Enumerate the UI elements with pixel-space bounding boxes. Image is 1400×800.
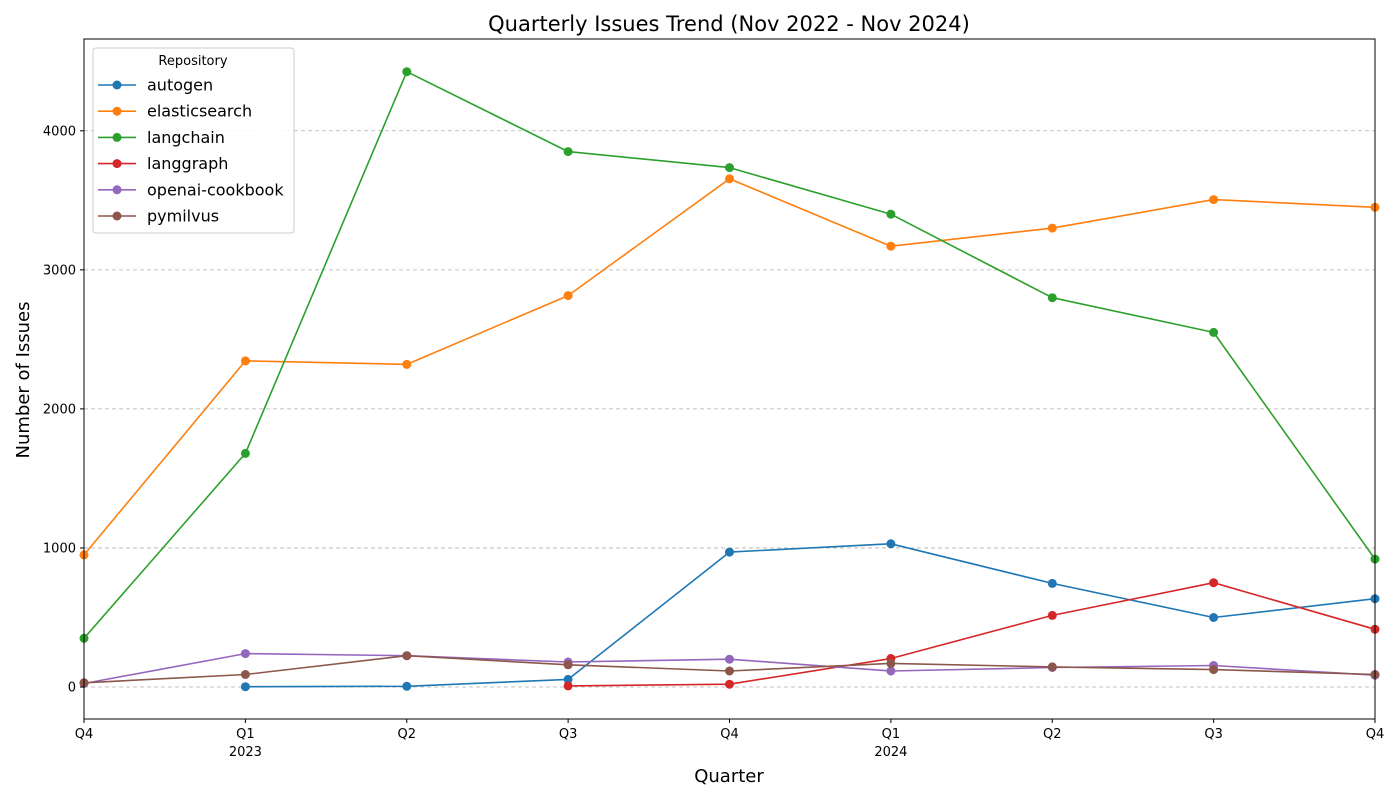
series-lines <box>79 67 1380 692</box>
y-axis-label: Number of Issues <box>13 301 34 458</box>
legend: Repository autogen elasticsearch langchain… <box>92 47 295 234</box>
data-point-pymilvus <box>1209 665 1219 675</box>
data-point-autogen <box>886 539 896 549</box>
data-point-openai-cookbook <box>725 654 734 664</box>
x-axis-label: Quarter <box>694 766 764 787</box>
x-axis-ticks: Q4 Q1 2023 Q2 Q3 Q4 Q1 2024 Q2 Q3 Q4 <box>75 719 1385 760</box>
legend-label: elasticsearch <box>147 102 252 121</box>
data-point-langchain <box>563 147 573 157</box>
series-langchain <box>79 67 1380 643</box>
data-point-autogen <box>725 547 734 557</box>
series-autogen <box>240 539 1380 692</box>
data-point-langchain <box>1047 293 1057 303</box>
y-tick-label: 0 <box>68 681 76 696</box>
data-point-elasticsearch <box>1209 195 1219 205</box>
data-point-pymilvus <box>886 658 896 668</box>
x-tick-label: Q3 <box>559 727 578 742</box>
y-tick-label: 4000 <box>43 124 76 139</box>
x-year-label: 2024 <box>874 745 907 760</box>
chart-title: Quarterly Issues Trend (Nov 2022 - Nov 2… <box>488 12 970 36</box>
y-tick-label: 2000 <box>43 402 76 417</box>
x-tick-label: Q4 <box>1366 727 1385 742</box>
data-point-elasticsearch <box>1047 223 1057 233</box>
data-point-langgraph <box>563 681 573 691</box>
data-point-pymilvus <box>240 670 250 679</box>
data-point-langchain <box>240 448 250 458</box>
legend-label: pymilvus <box>147 207 219 226</box>
x-tick-label: Q3 <box>1204 727 1223 742</box>
x-tick-label: Q4 <box>720 727 739 742</box>
data-point-pymilvus <box>725 666 734 676</box>
data-point-openai-cookbook <box>886 666 896 676</box>
legend-label: langgraph <box>147 154 228 173</box>
x-tick-label: Q1 <box>236 727 255 742</box>
series-line-elasticsearch <box>83 178 1376 556</box>
data-point-langchain <box>1209 327 1219 337</box>
legend-item-pymilvus: pymilvus <box>98 207 219 226</box>
data-point-langchain <box>886 209 896 219</box>
data-point-autogen <box>563 674 573 684</box>
data-point-elasticsearch <box>725 174 734 184</box>
data-point-langchain <box>725 163 734 173</box>
y-tick-label: 3000 <box>43 263 76 278</box>
data-point-langgraph <box>1209 578 1219 588</box>
y-axis-ticks: 0 1000 2000 3000 4000 <box>43 124 84 696</box>
data-point-pymilvus <box>402 651 412 661</box>
legend-box <box>92 47 295 234</box>
legend-title: Repository <box>158 54 227 69</box>
y-tick-label: 1000 <box>43 541 76 556</box>
x-tick-label: Q4 <box>75 727 94 742</box>
data-point-langgraph <box>725 679 734 689</box>
legend-swatch-marker <box>112 106 122 116</box>
x-tick-label: Q2 <box>397 727 416 742</box>
data-point-autogen <box>1047 578 1057 588</box>
data-point-elasticsearch <box>563 291 573 301</box>
series-line-autogen <box>245 542 1376 688</box>
series-pymilvus <box>79 651 1380 688</box>
legend-item-langgraph: langgraph <box>98 154 228 173</box>
legend-swatch-marker <box>112 80 122 90</box>
legend-swatch-marker <box>112 132 122 142</box>
data-point-langgraph <box>1047 610 1057 620</box>
legend-swatch-marker <box>112 211 122 221</box>
data-point-elasticsearch <box>402 359 412 369</box>
data-point-autogen <box>402 681 412 691</box>
data-point-elasticsearch <box>886 241 896 251</box>
data-point-openai-cookbook <box>240 649 250 659</box>
legend-item-langchain: langchain <box>98 128 225 147</box>
x-year-label: 2023 <box>229 745 262 760</box>
data-point-autogen <box>240 682 250 692</box>
series-langgraph <box>563 578 1380 691</box>
data-point-autogen <box>1209 613 1219 622</box>
series-line-langgraph <box>568 581 1376 687</box>
legend-swatch-marker <box>112 185 122 195</box>
legend-swatch-marker <box>112 159 122 169</box>
x-tick-label: Q1 <box>882 727 901 742</box>
legend-item-openai-cookbook: openai-cookbook <box>98 180 284 199</box>
legend-label: langchain <box>147 128 225 147</box>
data-point-langchain <box>402 67 412 77</box>
x-tick-label: Q2 <box>1043 727 1062 742</box>
legend-label: autogen <box>147 76 213 95</box>
legend-label: openai-cookbook <box>147 180 284 199</box>
data-point-pymilvus <box>563 660 573 670</box>
data-point-elasticsearch <box>240 356 250 366</box>
data-point-pymilvus <box>1047 662 1057 672</box>
legend-item-elasticsearch: elasticsearch <box>98 102 252 121</box>
legend-item-autogen: autogen <box>98 76 213 95</box>
